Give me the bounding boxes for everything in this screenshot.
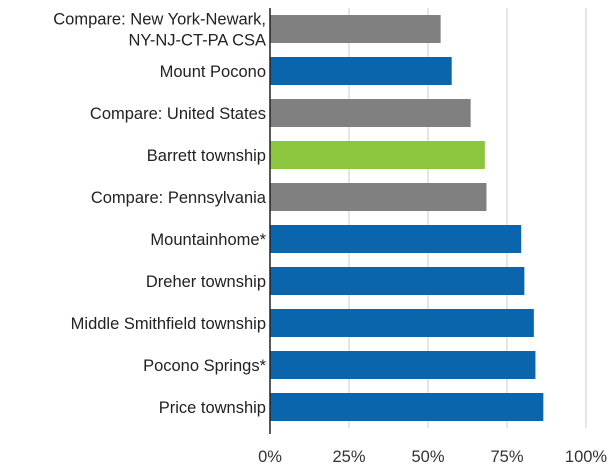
category-label: Middle Smithfield township <box>71 315 266 333</box>
x-tick-label: 100% <box>565 448 608 466</box>
x-tick-label: 25% <box>332 448 365 466</box>
x-tick-label: 0% <box>258 448 282 466</box>
bar <box>270 351 536 379</box>
bars <box>270 15 544 421</box>
x-tick-label: 50% <box>411 448 444 466</box>
category-label: Compare: United States <box>90 105 266 123</box>
bar <box>270 393 544 421</box>
category-label: Compare: Pennsylvania <box>91 189 267 207</box>
category-label: Compare: New York-Newark, NY-NJ-CT-PA CSA <box>53 11 266 50</box>
category-label: Barrett township <box>147 147 266 165</box>
bar <box>270 225 522 253</box>
bar <box>270 183 487 211</box>
category-label: Dreher township <box>146 273 266 291</box>
bar <box>270 309 534 337</box>
bar <box>270 15 441 43</box>
x-tick-labels: 0% 25% 50% 75% 100% <box>258 448 607 466</box>
x-tick-label: 75% <box>490 448 523 466</box>
category-label: Mount Pocono <box>160 63 266 81</box>
category-labels: Compare: New York-Newark, NY-NJ-CT-PA CSA… <box>53 11 267 418</box>
bar <box>270 267 525 295</box>
bar <box>270 99 471 127</box>
category-label: Price township <box>159 399 266 417</box>
category-label: Mountainhome* <box>150 231 266 249</box>
bar <box>270 57 452 85</box>
category-label: Pocono Springs* <box>143 357 266 375</box>
bar <box>270 141 485 169</box>
